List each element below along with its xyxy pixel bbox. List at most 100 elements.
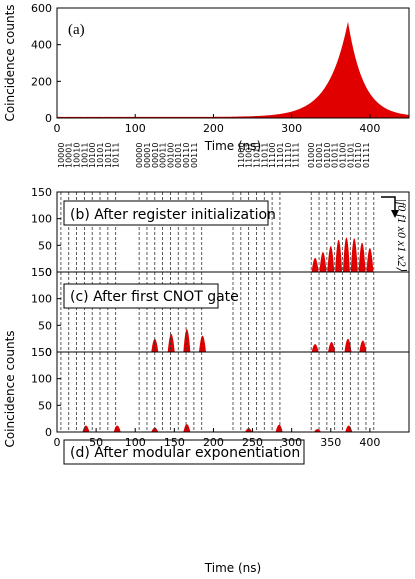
panel-b-peak-6 [358, 242, 366, 272]
panel-d-peak-5 [275, 424, 283, 432]
panel-b-y-tick-label-50: 50 [38, 239, 52, 252]
state-label-00100: 00100 [166, 143, 175, 168]
panel-d-peaks [82, 424, 353, 432]
state-annotation: |f0 f1 x0 x1 x2⟩ [395, 199, 409, 272]
panel-c-peak-1 [167, 333, 175, 352]
state-label-11011: 11011 [260, 143, 269, 168]
panel-c-peak-7 [359, 340, 367, 352]
state-label-10000: 10000 [57, 143, 66, 168]
panel-c-peak-6 [344, 338, 352, 352]
state-label-01011: 01011 [331, 143, 340, 168]
state-label-00101: 00101 [174, 143, 183, 168]
state-label-01001: 01001 [315, 143, 324, 168]
state-label-01010: 01010 [323, 143, 332, 168]
panel-b-peak-5 [350, 238, 358, 272]
state-label-00011: 00011 [159, 143, 168, 168]
panel-d-x-tick-label-300: 300 [281, 436, 302, 449]
state-label-01000: 01000 [307, 143, 316, 168]
panel-d-y-tick-label-0: 0 [45, 426, 52, 439]
panel-b-y-tick-label-100: 100 [31, 213, 52, 226]
lower-y-axis-label: Coincidence counts [3, 330, 17, 447]
state-label-11100: 11100 [268, 143, 277, 168]
panel-b-peak-7 [366, 247, 374, 272]
state-label-11010: 11010 [252, 143, 261, 168]
panel-b-dashed-lines [60, 192, 375, 272]
state-label-10001: 10001 [65, 143, 74, 168]
state-label-10010: 10010 [73, 143, 82, 168]
panel-a-area [57, 21, 409, 119]
panel-c-peak-5 [328, 342, 336, 352]
panel-b-label-box [63, 200, 269, 226]
panel-a-x-tick-label-200: 200 [203, 122, 224, 135]
panel-d-x-tick-label-100: 100 [125, 436, 146, 449]
panel-d-label: (d) After modular exponentiation [70, 445, 300, 461]
panel-b-peaks [311, 237, 374, 272]
panel-d-x-ticks: 0 50 100 150 200 250 300 350 400 [54, 428, 380, 449]
panel-d-x-tick-label-0: 0 [54, 436, 61, 449]
panel-a-y-tick-label-0: 0 [45, 112, 52, 125]
panel-a-histogram [57, 21, 409, 119]
panel-d-peak-0 [82, 425, 90, 432]
panel-d-y-tick-label-100: 100 [31, 373, 52, 386]
state-label-01111: 01111 [362, 143, 371, 168]
state-label-11101: 11101 [276, 143, 285, 168]
state-label-11001: 11001 [245, 143, 254, 168]
panel-a-x-tick-label-400: 400 [359, 122, 380, 135]
panel-c-peak-3 [198, 335, 206, 352]
panel-d-peak-4 [245, 428, 253, 432]
state-label-11110: 11110 [284, 143, 293, 168]
panel-c: 0 50 100 150 (c) After first CNOT gate [31, 266, 410, 359]
panel-a-y-tick-label-600: 600 [31, 2, 52, 15]
panel-c-y-tick-label-100: 100 [31, 293, 52, 306]
state-labels: 1000010001100101001110100101011011010111… [57, 143, 371, 168]
panel-d-dashed-lines [60, 352, 375, 432]
state-label-00111: 00111 [190, 143, 199, 168]
panel-b-y-ticks: 0 50 100 150 [31, 186, 61, 279]
panel-a-y-tick-label-400: 400 [31, 39, 52, 52]
panel-a-x-tick-label-100: 100 [125, 122, 146, 135]
panel-b-peak-3 [335, 239, 343, 272]
panel-d-peak-3 [183, 424, 191, 432]
state-label-11000: 11000 [237, 143, 246, 168]
panel-b-y-tick-label-0: 0 [45, 266, 52, 279]
panel-d-peak-1 [113, 425, 121, 432]
panel-c-y-tick-label-150: 150 [31, 266, 52, 279]
panel-d-peak-7 [345, 425, 353, 432]
panel-a-x-axis-label: Time (ns) [204, 139, 261, 153]
panel-c-peak-2 [183, 329, 191, 352]
panel-c-y-tick-label-0: 0 [45, 346, 52, 359]
state-label-00010: 00010 [151, 143, 160, 168]
state-label-00110: 00110 [182, 143, 191, 168]
panel-a-x-ticks: 0 100 200 300 400 [54, 114, 380, 135]
panel-b-y-tick-label-150: 150 [31, 186, 52, 199]
panel-d-x-tick-label-250: 250 [242, 436, 263, 449]
panel-c-peak-0 [151, 338, 159, 352]
state-label-11111: 11111 [292, 143, 301, 168]
panel-a-y-axis-label: Coincidence counts [3, 4, 17, 121]
panel-b: 0 50 100 150 (b) After register initializat… [31, 186, 410, 279]
panel-d-x-tick-label-50: 50 [89, 436, 103, 449]
state-label-01100: 01100 [339, 143, 348, 168]
panel-d-x-tick-label-350: 350 [320, 436, 341, 449]
state-label-00000: 00000 [135, 143, 144, 168]
state-label-10100: 10100 [88, 143, 97, 168]
state-label-00001: 00001 [143, 143, 152, 168]
panel-d: (d) After modular exponentiation [56, 351, 410, 465]
state-label-10111: 10111 [112, 143, 121, 168]
panel-c-label: (c) After first CNOT gate [70, 289, 239, 305]
state-label-01101: 01101 [346, 143, 355, 168]
panel-d-frame [56, 351, 410, 433]
panel-b-peak-0 [311, 257, 319, 272]
panel-d-label-box [63, 439, 305, 465]
panel-a-y-ticks: 0 200 400 600 [31, 2, 61, 125]
panel-b-peak-4 [342, 237, 350, 272]
panel-a-x-tick-label-0: 0 [54, 122, 61, 135]
panel-d-x-tick-label-150: 150 [164, 436, 185, 449]
state-label-01110: 01110 [354, 143, 363, 168]
panel-d-x-tick-label-400: 400 [359, 436, 380, 449]
state-label-10110: 10110 [104, 143, 113, 168]
panel-d-y-ticks: 0 50 100 150 [31, 346, 61, 439]
annotation-arrow-line [381, 196, 396, 212]
panel-d-y-tick-label-150: 150 [31, 346, 52, 359]
state-label-10101: 10101 [96, 143, 105, 168]
